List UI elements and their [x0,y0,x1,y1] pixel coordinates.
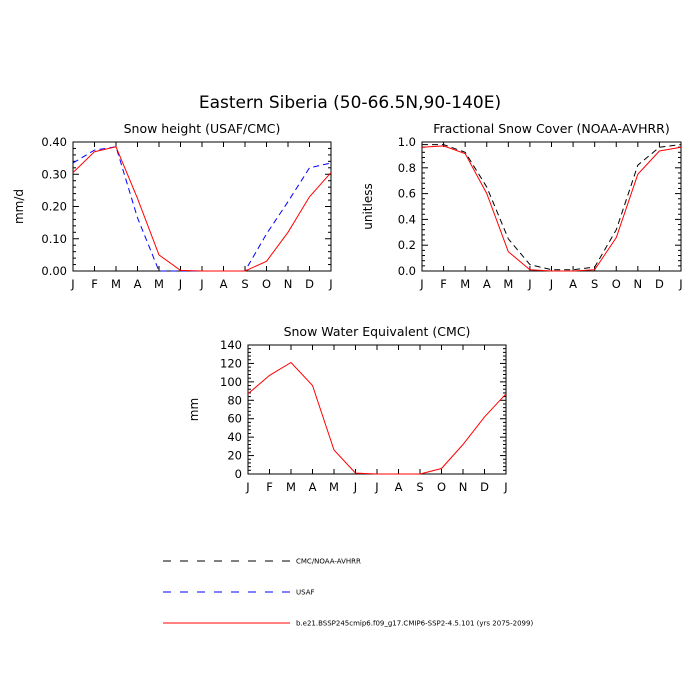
x-tick-label: M [111,277,121,291]
series-line-cmc-noaa-avhrr [422,144,682,271]
x-tick-label: F [91,277,98,291]
y-axis-label: mm [187,398,201,421]
y-tick-label: 0.20 [41,200,67,214]
x-tick-label: J [70,277,74,291]
series-line-b-e21-bssp245cmip6-f09-g17-cmi [247,361,507,475]
x-tick-label: J [245,480,249,494]
y-tick-label: 100 [220,375,242,389]
y-tick-label: 0.8 [398,161,416,175]
panel-title: Snow Water Equivalent (CMC) [284,324,471,339]
y-tick-label: 120 [220,356,242,370]
x-tick-label: A [309,480,317,494]
x-tick-label: D [480,480,489,494]
x-tick-label: J [199,277,203,291]
x-tick-label: J [678,277,682,291]
y-tick-label: 0.30 [41,167,67,181]
x-tick-label: O [612,277,621,291]
x-tick-label: S [416,480,423,494]
x-tick-label: J [353,480,357,494]
x-tick-label: F [266,480,273,494]
y-tick-label: 0.2 [398,238,416,252]
y-tick-label: 0.40 [41,135,67,149]
x-tick-label: F [440,277,447,291]
x-tick-label: S [591,277,598,291]
series-line-usaf [72,146,332,272]
chart-panels: Snow height (USAF/CMC)mm/dJ F M A M J J A S O N D J0… [12,121,683,494]
x-tick-label: A [220,277,228,291]
x-tick-label: A [395,480,403,494]
x-tick-label: J [503,480,507,494]
plot-frame [421,141,682,272]
x-tick-label: N [459,480,468,494]
x-tick-label: S [241,277,248,291]
y-tick-label: 0.0 [398,264,416,278]
y-tick-label: 80 [227,393,242,407]
y-axis-label: mm/d [12,189,26,224]
x-tick-label: J [419,277,423,291]
x-tick-label: M [286,480,296,494]
x-tick-label: A [483,277,491,291]
y-tick-label: 0.6 [398,187,416,201]
x-tick-label: M [460,277,470,291]
x-tick-label: J [527,277,531,291]
y-tick-label: 0.00 [41,264,67,278]
y-axis-label: unitless [361,183,375,229]
x-tick-label: D [305,277,314,291]
y-tick-label: 0.4 [398,212,416,226]
x-tick-label: O [262,277,271,291]
x-tick-label: A [134,277,142,291]
chart-panel-2: Fractional Snow Cover (NOAA-AVHRR) unitle… [361,121,683,291]
x-tick-label: A [569,277,577,291]
x-tick-label: N [634,277,643,291]
x-tick-label: J [549,277,553,291]
panel-title: Fractional Snow Cover (NOAA-AVHRR) [433,121,670,136]
x-tick-label: O [437,480,446,494]
legend-label-3: b.e21.BSSP245cmip6.f09_g17.CMIP6-SSP2-4.… [296,620,533,628]
plot-frame [72,141,332,272]
legend-label-1: CMC/NOAA-AVHRR [296,558,361,566]
x-tick-label: J [374,480,378,494]
y-tick-label: 140 [220,338,242,352]
series-line-b-e21-bssp245cmip6-f09-g17-cmi [421,145,682,272]
figure-title: Eastern Siberia (50-66.5N,90-140E) [199,93,501,113]
legend-label-2: USAF [296,589,315,597]
plot-frame [247,344,507,475]
x-tick-label: M [503,277,513,291]
y-tick-label: 60 [227,412,242,426]
x-tick-label: J [328,277,332,291]
series-line-b-e21-bssp245cmip6-f09-g17-cmi [72,146,332,272]
y-tick-label: 0 [235,467,242,481]
panel-title: Snow height (USAF/CMC) [124,121,281,136]
y-tick-label: 20 [227,449,242,463]
x-tick-label: M [329,480,339,494]
y-tick-label: 0.10 [41,232,67,246]
x-tick-label: D [655,277,664,291]
chart-panel-1: Snow height (USAF/CMC)mm/dJ F M A M J J A S O N D J0… [12,121,333,291]
y-tick-label: 40 [227,430,242,444]
y-tick-label: 1.0 [398,135,416,149]
x-tick-label: N [284,277,293,291]
x-tick-label: J [178,277,182,291]
chart-panel-3: Snow Water Equivalent (CMC)mmJ F M A M J J A S O N… [187,324,508,494]
legend: CMC/NOAA-AVHRR USAF b.e21.BSSP245cmip6.f09… [163,558,533,628]
x-tick-label: M [154,277,164,291]
